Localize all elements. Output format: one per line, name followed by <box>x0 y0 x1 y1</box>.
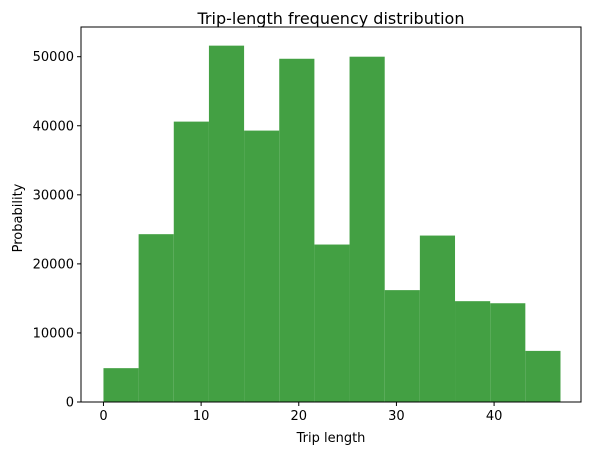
x-tick-label: 10 <box>193 409 210 424</box>
histogram-bar-12 <box>525 350 561 402</box>
histogram-bar-9 <box>419 235 456 402</box>
histogram-bar-3 <box>208 45 245 402</box>
bars-group <box>103 45 561 403</box>
x-tick-label: 30 <box>388 409 405 424</box>
histogram-bar-1 <box>138 234 174 402</box>
y-axis-ticks: 0 10000 20000 30000 40000 50000 <box>33 50 81 411</box>
y-tick-label: 10000 <box>33 326 74 341</box>
histogram-bar-2 <box>173 121 209 403</box>
histogram-bar-6 <box>314 244 350 402</box>
y-axis-label: Probability <box>11 183 26 252</box>
x-tick-label: 40 <box>486 409 503 424</box>
x-axis-label: Trip length <box>296 431 366 446</box>
histogram-bar-7 <box>349 56 385 402</box>
x-tick-label: 20 <box>291 409 308 424</box>
y-tick-label: 40000 <box>33 119 74 134</box>
y-tick-label: 0 <box>66 396 74 411</box>
y-tick-label: 20000 <box>33 257 74 272</box>
histogram-bar-11 <box>490 303 526 402</box>
plot-frame <box>80 26 582 403</box>
histogram-bar-5 <box>279 58 315 403</box>
x-tick-label: 0 <box>99 409 107 424</box>
histogram-bar-8 <box>384 290 420 402</box>
x-axis-ticks: 0 10 20 30 40 <box>99 402 502 424</box>
chart-title: Trip-length frequency distribution <box>197 9 465 28</box>
histogram-bar-0 <box>103 368 139 402</box>
y-tick-label: 50000 <box>33 50 74 65</box>
histogram-bar-10 <box>455 301 491 402</box>
y-tick-label: 30000 <box>33 188 74 203</box>
histogram-bar-4 <box>244 130 280 402</box>
